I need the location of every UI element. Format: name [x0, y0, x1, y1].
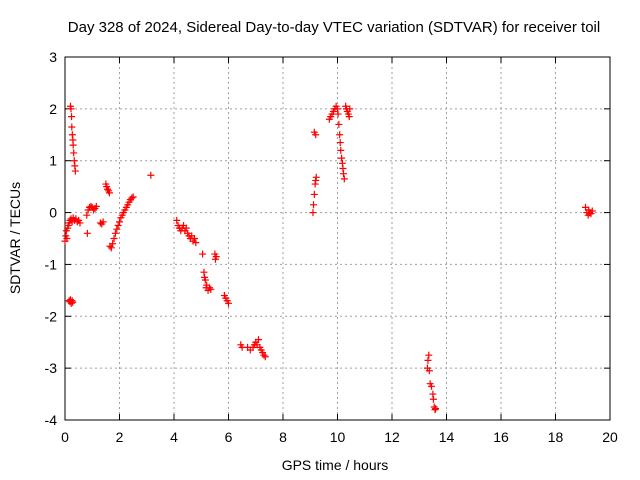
x-tick-label: 8 [279, 429, 287, 445]
data-point [70, 149, 78, 157]
data-points [61, 102, 596, 414]
x-tick-label: 2 [116, 429, 124, 445]
y-tick-label: 3 [49, 49, 57, 65]
data-point [337, 146, 345, 154]
chart-title: Day 328 of 2024, Sidereal Day-to-day VTE… [68, 19, 600, 36]
data-point [334, 110, 342, 118]
data-point [336, 131, 344, 139]
data-point [92, 202, 100, 210]
data-point [110, 235, 118, 242]
data-point [114, 222, 122, 230]
data-point [182, 224, 190, 232]
data-point [254, 336, 262, 344]
data-point [147, 171, 155, 179]
data-point [225, 299, 232, 307]
y-tick-label: -3 [45, 360, 58, 376]
data-point [104, 185, 112, 193]
data-point [116, 218, 123, 226]
data-point [192, 239, 200, 247]
data-point [207, 285, 215, 293]
y-axis-label: SDTVAR / TECUs [7, 182, 23, 294]
data-point [310, 190, 318, 198]
data-point [90, 206, 98, 214]
x-tick-label: 16 [493, 429, 509, 445]
data-point [340, 175, 348, 183]
x-tick-label: 20 [602, 429, 618, 445]
data-point [346, 105, 354, 113]
data-point [310, 201, 318, 209]
y-tick-label: -4 [45, 412, 58, 428]
data-point [588, 207, 596, 215]
data-point [68, 123, 76, 131]
data-point [338, 154, 346, 162]
grid-lines [65, 57, 610, 420]
x-tick-label: 18 [548, 429, 564, 445]
data-point [99, 218, 107, 226]
y-tick-label: -1 [45, 256, 58, 272]
x-tick-label: 6 [225, 429, 233, 445]
data-point [309, 209, 317, 217]
data-point [432, 405, 440, 413]
data-point [83, 229, 91, 237]
data-point [429, 395, 437, 403]
data-point [173, 216, 181, 224]
data-point [425, 367, 433, 375]
data-point [339, 170, 347, 178]
x-tick-label: 12 [384, 429, 400, 445]
data-point [260, 351, 268, 359]
data-point [345, 113, 353, 121]
data-point [425, 351, 433, 359]
data-point [63, 235, 71, 242]
data-point [212, 253, 220, 261]
data-point [109, 240, 117, 248]
data-point [199, 250, 207, 258]
data-point [336, 139, 344, 147]
data-point [76, 219, 84, 227]
data-point [105, 189, 113, 197]
data-point [69, 298, 77, 306]
data-point [424, 356, 432, 364]
data-point [67, 105, 75, 113]
y-tick-label: 1 [49, 153, 57, 169]
x-tick-label: 4 [170, 429, 178, 445]
data-point [190, 235, 198, 242]
x-tick-label: 0 [61, 429, 69, 445]
data-point [128, 194, 136, 202]
data-point [428, 382, 436, 390]
data-point [69, 141, 77, 149]
data-point [71, 167, 79, 175]
x-tick-label: 14 [439, 429, 455, 445]
data-point [113, 225, 121, 233]
data-point [335, 120, 343, 128]
x-tick-label: 10 [330, 429, 346, 445]
y-tick-label: 0 [49, 205, 57, 221]
data-point [312, 131, 320, 139]
x-axis-label: GPS time / hours [282, 457, 389, 473]
data-point [201, 276, 209, 284]
data-point [129, 193, 137, 201]
y-tick-label: -2 [45, 308, 58, 324]
data-point [107, 244, 115, 252]
y-tick-label: 2 [49, 101, 57, 117]
data-point [261, 353, 269, 361]
data-point [68, 113, 76, 121]
data-point [205, 284, 213, 292]
data-point [111, 229, 119, 237]
data-point [83, 211, 91, 219]
data-point [312, 173, 320, 181]
